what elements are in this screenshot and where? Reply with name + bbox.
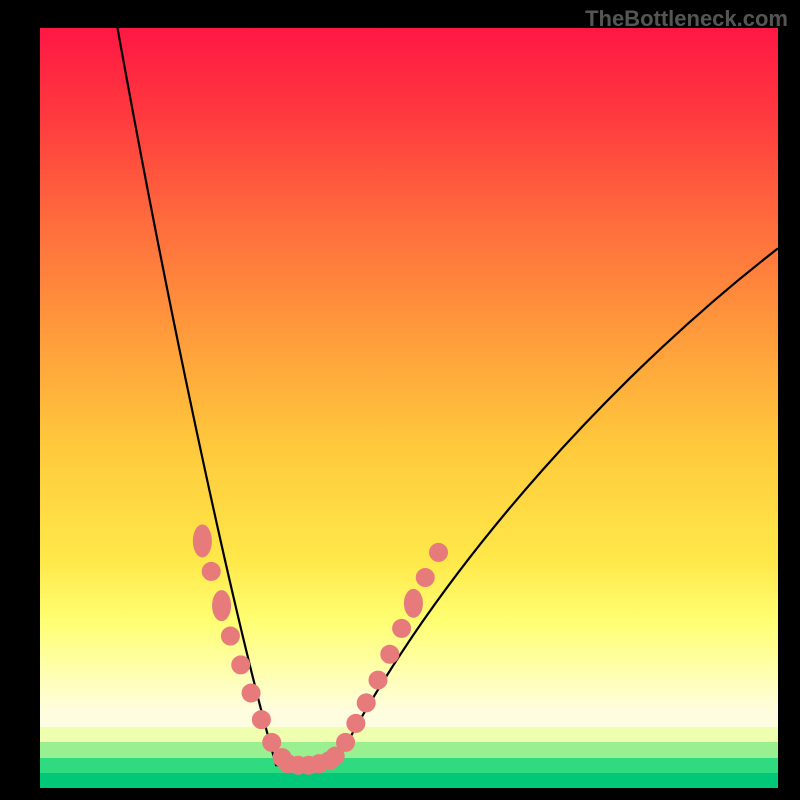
marker-left [252, 711, 270, 729]
marker-left [232, 656, 250, 674]
marker-left [242, 684, 260, 702]
curve-layer [40, 28, 778, 788]
marker-right [393, 619, 411, 637]
marker-right [347, 714, 365, 732]
marker-right [357, 694, 375, 712]
marker-left [202, 562, 220, 580]
marker-right [430, 543, 448, 561]
marker-right [369, 671, 387, 689]
marker-left [213, 591, 231, 621]
marker-right [416, 568, 434, 586]
bottleneck-curve [117, 28, 778, 765]
marker-left [193, 525, 211, 557]
marker-right [381, 645, 399, 663]
marker-left [263, 733, 281, 751]
marker-right [404, 589, 422, 617]
marker-right [337, 733, 355, 751]
marker-left [221, 627, 239, 645]
chart-plot-area [40, 28, 778, 788]
watermark-text: TheBottleneck.com [585, 6, 788, 32]
